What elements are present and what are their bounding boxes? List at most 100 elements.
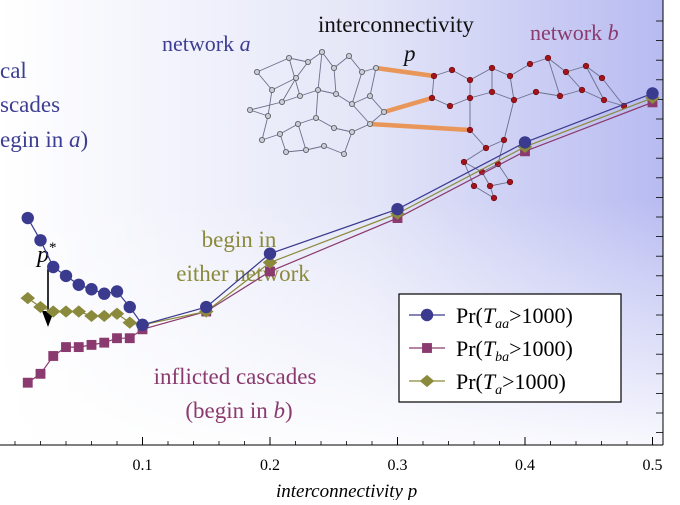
network-b-edge [451,69,471,81]
data-point [98,287,111,300]
network-b-edge [491,67,511,77]
legend-label-base: Pr( [456,303,483,328]
network-a-node [282,148,289,155]
legend-entry: Pr(Taa>1000) [409,303,573,332]
network-a-node [340,150,347,157]
data-point [85,283,98,296]
network-a-edge [261,133,281,141]
network-a-node [253,69,260,76]
network-b-node [598,74,606,82]
network-a-node [330,65,337,72]
p-star-p: p [35,242,49,268]
network-b-edge [491,91,515,101]
x-tick-label: 0.4 [515,457,535,474]
inflicted-cascades-annotation: inflicted cascades (begin in b) [154,364,317,423]
data-point [109,307,125,320]
legend-label-sub: a [495,383,502,398]
network-a-edge [305,145,325,151]
annotation-text: network [530,20,608,45]
network-b-node [582,62,590,70]
network-a-node [276,130,283,137]
network-b-edge [489,181,511,187]
network-b-edge [603,99,625,107]
x-ticks: 0.1 0.2 0.3 0.4 0.5 [14,437,663,474]
data-point [86,339,97,350]
network-b-edge [559,89,583,97]
data-point [84,309,99,323]
data-point [21,211,34,225]
inflicted-cascades-line-2: (begin in b) [185,398,292,423]
data-point [46,305,61,318]
annotation-text: (begin in [185,398,273,423]
legend-label-rest: >1000) [502,369,566,394]
interconnect-edge [367,121,473,133]
network-b-edge [601,77,625,107]
network-a-edge [285,149,307,153]
data-point [200,300,213,314]
legend: Pr(Taa>1000)Pr(Tba>1000)Pr(Ta>1000) [398,293,622,403]
network-b-node [428,94,436,102]
legend-label-var: T [483,369,497,394]
data-point [123,300,136,314]
network-b-edge [509,75,515,101]
network-b-edge [431,75,435,99]
axes: 0.1 0.2 0.3 0.4 0.5 [0,0,664,474]
network-a-label: network a [162,31,251,56]
network-b-node [578,86,586,94]
legend-label: Pr(Tba>1000) [456,336,573,365]
network-a-edge [343,131,353,155]
network-a-edge [249,109,269,117]
annotation-variable: b [273,398,285,423]
legend-label-rest: >1000) [509,303,573,328]
network-a-edge [256,57,290,73]
data-point [34,234,47,247]
network-a-node [372,65,379,72]
data-point [58,305,74,318]
legend-label: Pr(Taa>1000) [456,303,573,332]
network-a-node [314,87,321,94]
network-b-node [600,96,608,104]
network-b-edge [449,97,471,107]
legend-entry: Pr(Ta>1000) [409,369,566,398]
network-inset [246,49,628,202]
network-a-edge [351,123,371,133]
network-b-edge [469,129,487,149]
network-a-edge [323,145,345,155]
network-b-edge [463,161,475,187]
network-a-edge [297,117,317,125]
data-point [48,351,59,361]
network-b-node [562,68,570,76]
data-point [73,342,84,353]
network-a-edge [321,51,335,69]
network-b-node [506,72,514,80]
network-b-edge [433,69,453,77]
network-a-edge [351,71,363,105]
network-b-edge [529,57,549,65]
network-b-node [486,182,494,190]
interconnect-edge [381,95,435,115]
local-cascades-line-1: cal [0,58,27,83]
legend-swatch-marker [422,343,432,353]
data-point [72,278,85,291]
data-point [646,87,659,100]
legend-swatch-marker [420,308,434,322]
data-point [124,333,135,344]
data-point [265,266,275,277]
network-a-text: network a [162,31,251,56]
data-point [263,247,277,260]
network-a-edge [317,89,337,95]
network-b-node [460,158,468,166]
network-a-edge [297,123,307,151]
network-a-node [348,101,355,108]
annotation-variable: a [69,127,81,152]
network-a-node [366,93,373,100]
network-a-edge [281,95,301,103]
network-b-node [500,136,508,144]
network-b-edge [565,65,587,73]
network-b-edge [497,163,511,183]
network-a-node [358,69,365,76]
network-a-edge [351,95,371,105]
network-a-node [380,109,387,116]
network-a-edge [335,93,353,105]
network-a-node [345,53,352,60]
